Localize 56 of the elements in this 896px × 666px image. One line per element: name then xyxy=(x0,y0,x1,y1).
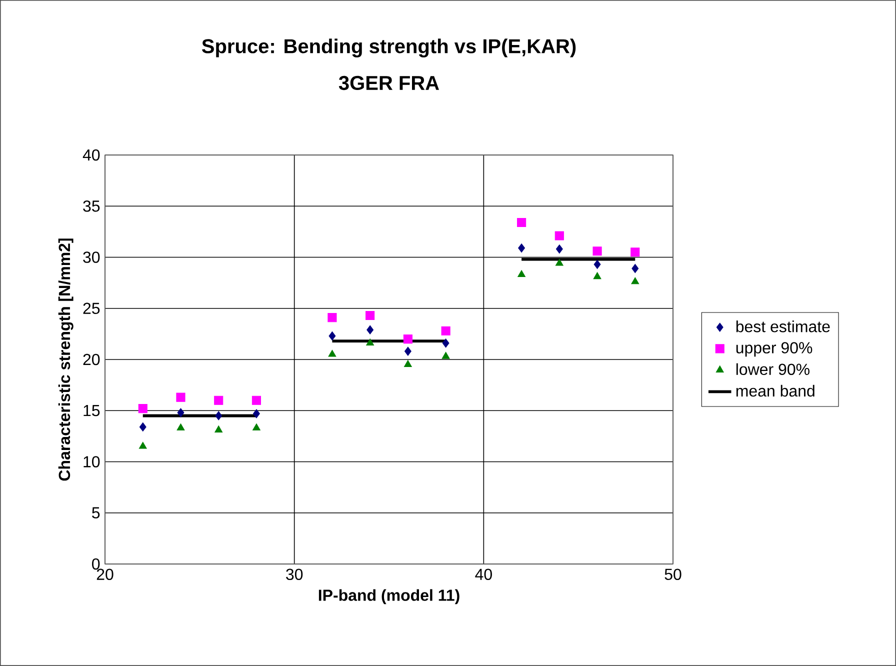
y-tick-label: 40 xyxy=(82,149,100,161)
point xyxy=(518,270,526,278)
chart-title: Spruce: Bending strength vs IP(E,KAR) xyxy=(202,38,576,58)
x-axis-title: IP-band (model 11) xyxy=(318,589,460,604)
point xyxy=(215,411,222,420)
legend-label: mean band xyxy=(736,384,814,397)
point xyxy=(592,246,602,256)
y-tick-label: 10 xyxy=(84,456,100,468)
y-tick-label: 15 xyxy=(84,405,100,416)
point xyxy=(139,422,146,432)
point xyxy=(177,408,184,418)
point xyxy=(403,334,412,344)
x-tick-label: 30 xyxy=(286,568,303,580)
point xyxy=(328,313,337,322)
y-axis-title: Characteristic strength [N/mm2] xyxy=(58,238,74,481)
point xyxy=(404,346,412,356)
point xyxy=(517,218,526,228)
point xyxy=(441,326,450,336)
chart-subtitle: 3GER FRA xyxy=(338,76,440,90)
point xyxy=(442,338,450,348)
point xyxy=(555,258,564,266)
point xyxy=(442,352,450,359)
x-tick-label: 50 xyxy=(664,568,682,580)
y-tick-label: 30 xyxy=(83,252,100,263)
legend-label: best estimate xyxy=(736,320,830,332)
point xyxy=(328,350,336,357)
point xyxy=(176,423,185,430)
point xyxy=(593,272,602,280)
point xyxy=(253,409,260,418)
point xyxy=(366,325,374,334)
point xyxy=(404,360,412,368)
point xyxy=(328,331,336,341)
point xyxy=(138,404,148,414)
point xyxy=(176,392,186,402)
point xyxy=(632,264,639,274)
point xyxy=(518,244,526,253)
point xyxy=(594,260,601,269)
point xyxy=(138,442,147,449)
point xyxy=(252,423,260,430)
point xyxy=(366,310,375,320)
y-tick-label: 20 xyxy=(83,354,100,366)
point xyxy=(556,244,563,254)
legend-label: upper 90% xyxy=(736,342,812,357)
point xyxy=(631,277,640,284)
y-tick-label: 35 xyxy=(83,200,100,212)
x-tick-label: 40 xyxy=(475,568,492,580)
y-tick-label: 5 xyxy=(92,507,100,518)
point xyxy=(366,338,374,346)
point xyxy=(214,396,224,405)
point xyxy=(554,231,564,240)
y-tick-label: 0 xyxy=(92,558,100,570)
point xyxy=(630,248,640,257)
point xyxy=(214,426,223,432)
point xyxy=(252,396,262,405)
legend-label: lower 90% xyxy=(736,363,810,376)
y-tick-label: 25 xyxy=(83,302,100,314)
